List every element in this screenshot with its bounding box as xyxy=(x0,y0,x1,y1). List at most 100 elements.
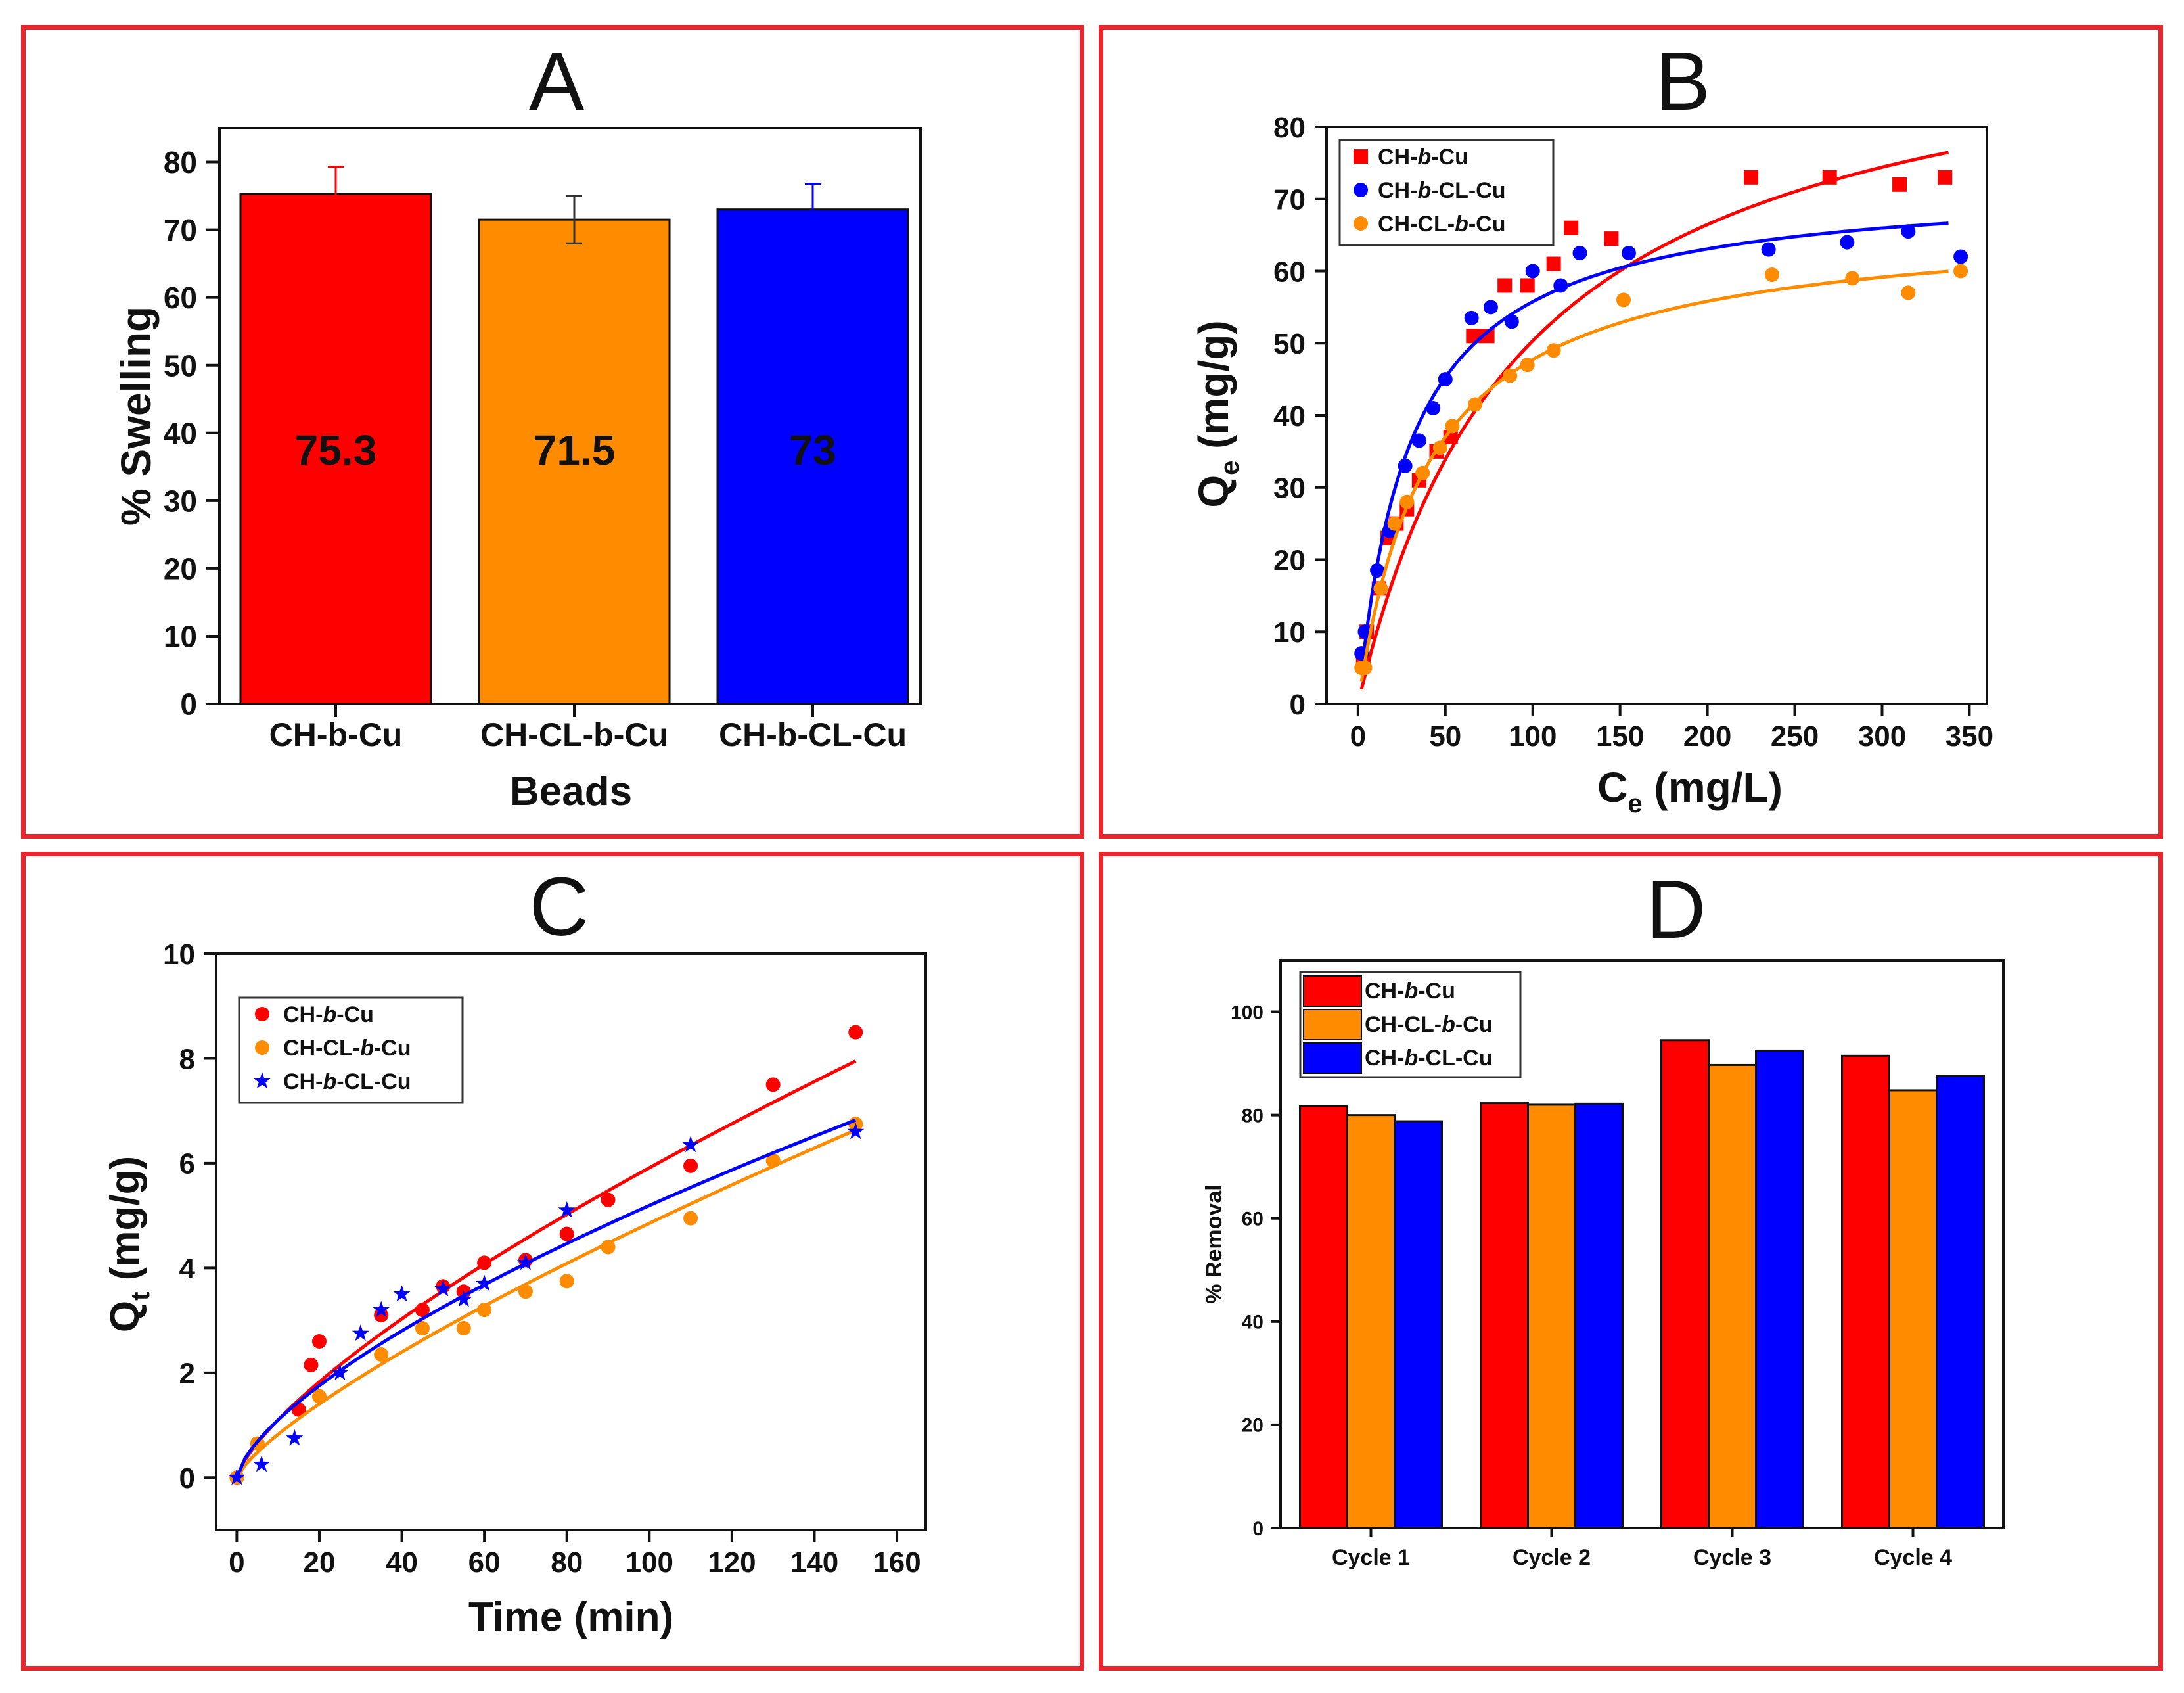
chart-b-point xyxy=(1901,224,1916,239)
chart-d-xtick-label: Cycle 3 xyxy=(1693,1545,1771,1570)
chart-a-xlabel: Beads xyxy=(510,769,632,814)
chart-b-xtick-label: 200 xyxy=(1683,720,1731,753)
chart-d-bar xyxy=(1660,1039,1710,1529)
chart-a-ytick-label: 70 xyxy=(164,213,197,247)
chart-a-ytick-label: 0 xyxy=(180,687,197,722)
chart-d-title: D xyxy=(1647,863,1706,956)
chart-b-point xyxy=(1822,170,1837,185)
chart-d-ytick-label: 0 xyxy=(1252,1518,1263,1540)
chart-d-bar xyxy=(1888,1089,1938,1529)
chart-c-point xyxy=(286,1429,304,1446)
chart-a-ytick-label: 50 xyxy=(164,348,197,383)
chart-c-legend-label-italic: b xyxy=(323,1069,336,1094)
chart-c-point xyxy=(374,1347,389,1362)
chart-c-fit-line xyxy=(235,1059,857,1479)
chart-b-legend-label-italic: b xyxy=(1417,178,1431,203)
chart-d-legend-label-part: CH- xyxy=(1365,1046,1404,1071)
chart-c-point xyxy=(683,1211,698,1226)
chart-b-legend-label-part: CH- xyxy=(1378,178,1417,203)
chart-b-ylabel: Qe (mg/g) xyxy=(1190,320,1244,507)
chart-c-point xyxy=(558,1201,576,1218)
chart-c-ytick-label: 8 xyxy=(179,1043,195,1075)
chart-c-ytick-label: 0 xyxy=(179,1462,195,1495)
chart-a-ytick-label: 20 xyxy=(164,551,197,586)
chart-b-point xyxy=(1553,278,1568,293)
chart-d-bar xyxy=(1299,1104,1348,1529)
chart-c-point xyxy=(393,1285,411,1302)
panel-d: D 0 20 40 60 80 100 Cycle 1 Cycle 2 Cycle 3 Cycle … xyxy=(1099,852,2163,1671)
chart-b-svg: B 0 10 20 30 40 50 60 70 80 0 50 100 150 200 250 300 350 C… xyxy=(1190,35,1993,818)
chart-c-ytick-label: 2 xyxy=(179,1358,195,1390)
chart-b-point xyxy=(1370,563,1385,578)
chart-b-xtick-label: 350 xyxy=(1945,720,1993,753)
chart-b-xtick-label: 100 xyxy=(1509,720,1557,753)
panel-a: A 0 10 20 30 40 50 60 70 80 CH-b-Cu 75.3 CH-CL-b-Cu 7… xyxy=(21,25,1084,839)
chart-d-legend-label-part: CH- xyxy=(1365,979,1404,1004)
chart-c-legend-label-part: -Cu xyxy=(374,1036,411,1061)
chart-c-point xyxy=(311,1389,327,1404)
chart-b-fit-line xyxy=(1359,151,1949,690)
chart-b-fit-line xyxy=(1359,221,1949,672)
chart-d-legend-label-part: CH-CL- xyxy=(1365,1012,1442,1037)
chart-d-bar xyxy=(1346,1114,1396,1529)
chart-b-legend-label-italic: b xyxy=(1417,145,1431,170)
chart-d-xtick-label: Cycle 4 xyxy=(1874,1545,1952,1570)
chart-b-point xyxy=(1483,300,1498,315)
chart-b-point xyxy=(1399,494,1415,509)
chart-c-legend-label-italic: b xyxy=(360,1036,374,1061)
chart-b-legend-box xyxy=(1338,139,1555,246)
chart-a-data-label: 71.5 xyxy=(534,427,616,474)
chart-a-xtick-label: CH-CL-b-Cu xyxy=(480,716,668,753)
chart-d-ytick-label: 40 xyxy=(1242,1312,1263,1334)
chart-b-xtick-label: 0 xyxy=(1350,720,1366,753)
chart-d-bar xyxy=(1394,1120,1443,1529)
chart-d-bar xyxy=(1841,1054,1890,1529)
chart-b-point xyxy=(1525,264,1540,279)
chart-c-point xyxy=(477,1255,492,1270)
chart-b-ylabel-sub: e xyxy=(1216,461,1244,475)
chart-d-ytick-label: 100 xyxy=(1231,1002,1263,1023)
chart-c-point xyxy=(304,1357,319,1372)
chart-c-ytick-label: 6 xyxy=(179,1148,195,1180)
chart-b-point xyxy=(1840,235,1855,250)
chart-b-point xyxy=(1761,242,1776,257)
chart-c-legend-label: CH-b-Cu xyxy=(283,1002,374,1027)
chart-b-point xyxy=(1426,401,1441,416)
chart-d-ytick-label: 80 xyxy=(1242,1105,1263,1126)
chart-b-legend-label-part: -Cu xyxy=(1431,145,1468,170)
chart-d-svg: D 0 20 40 60 80 100 Cycle 1 Cycle 2 Cycle 3 Cycle … xyxy=(1202,863,2005,1570)
chart-a-ytick-label: 40 xyxy=(164,416,197,450)
chart-b-point xyxy=(1744,170,1759,185)
chart-a-bar xyxy=(716,208,909,705)
chart-c-point xyxy=(228,1468,246,1485)
chart-a-ytick-label: 80 xyxy=(164,145,197,179)
chart-d-ylabel: % Removal xyxy=(1202,1184,1227,1303)
chart-c-point xyxy=(415,1321,430,1336)
chart-a-svg: A 0 10 20 30 40 50 60 70 80 CH-b-Cu 75.3 CH-CL-b-Cu 7… xyxy=(112,35,922,814)
chart-d-legend-label: CH-b-Cu xyxy=(1365,979,1455,1004)
panel-b: B 0 10 20 30 40 50 60 70 80 0 50 100 150 200 250 300 350 C… xyxy=(1099,25,2163,839)
chart-b-title: B xyxy=(1655,35,1710,128)
chart-b-ylabel-main: Q xyxy=(1190,475,1237,508)
chart-c-point xyxy=(455,1290,472,1307)
chart-c-legend-marker xyxy=(253,1072,271,1089)
chart-b-ytick-label: 60 xyxy=(1273,256,1306,288)
chart-c-legend-label-part: -CL-Cu xyxy=(336,1069,411,1094)
chart-d-legend-swatch xyxy=(1303,1042,1362,1074)
chart-b-xtick-label: 50 xyxy=(1429,720,1461,753)
chart-b-point xyxy=(1546,256,1561,271)
chart-b-point xyxy=(1497,278,1513,293)
chart-c-point xyxy=(352,1324,369,1341)
chart-c-legend-label-part: CH- xyxy=(283,1002,323,1027)
chart-b-legend-label: CH-b-CL-Cu xyxy=(1378,178,1506,203)
chart-c-ytick-label: 4 xyxy=(179,1253,196,1285)
chart-b-fit-line xyxy=(1359,269,1949,682)
chart-c-ylabel-sub: t xyxy=(126,1292,155,1301)
chart-d-ytick-label: 20 xyxy=(1242,1415,1263,1437)
chart-b-point xyxy=(1546,343,1561,358)
chart-b-ytick-label: 80 xyxy=(1273,112,1306,144)
chart-b-point xyxy=(1438,372,1453,387)
chart-d-legend-label-part: -CL-Cu xyxy=(1418,1046,1492,1071)
chart-c-xtick-label: 0 xyxy=(229,1546,244,1579)
